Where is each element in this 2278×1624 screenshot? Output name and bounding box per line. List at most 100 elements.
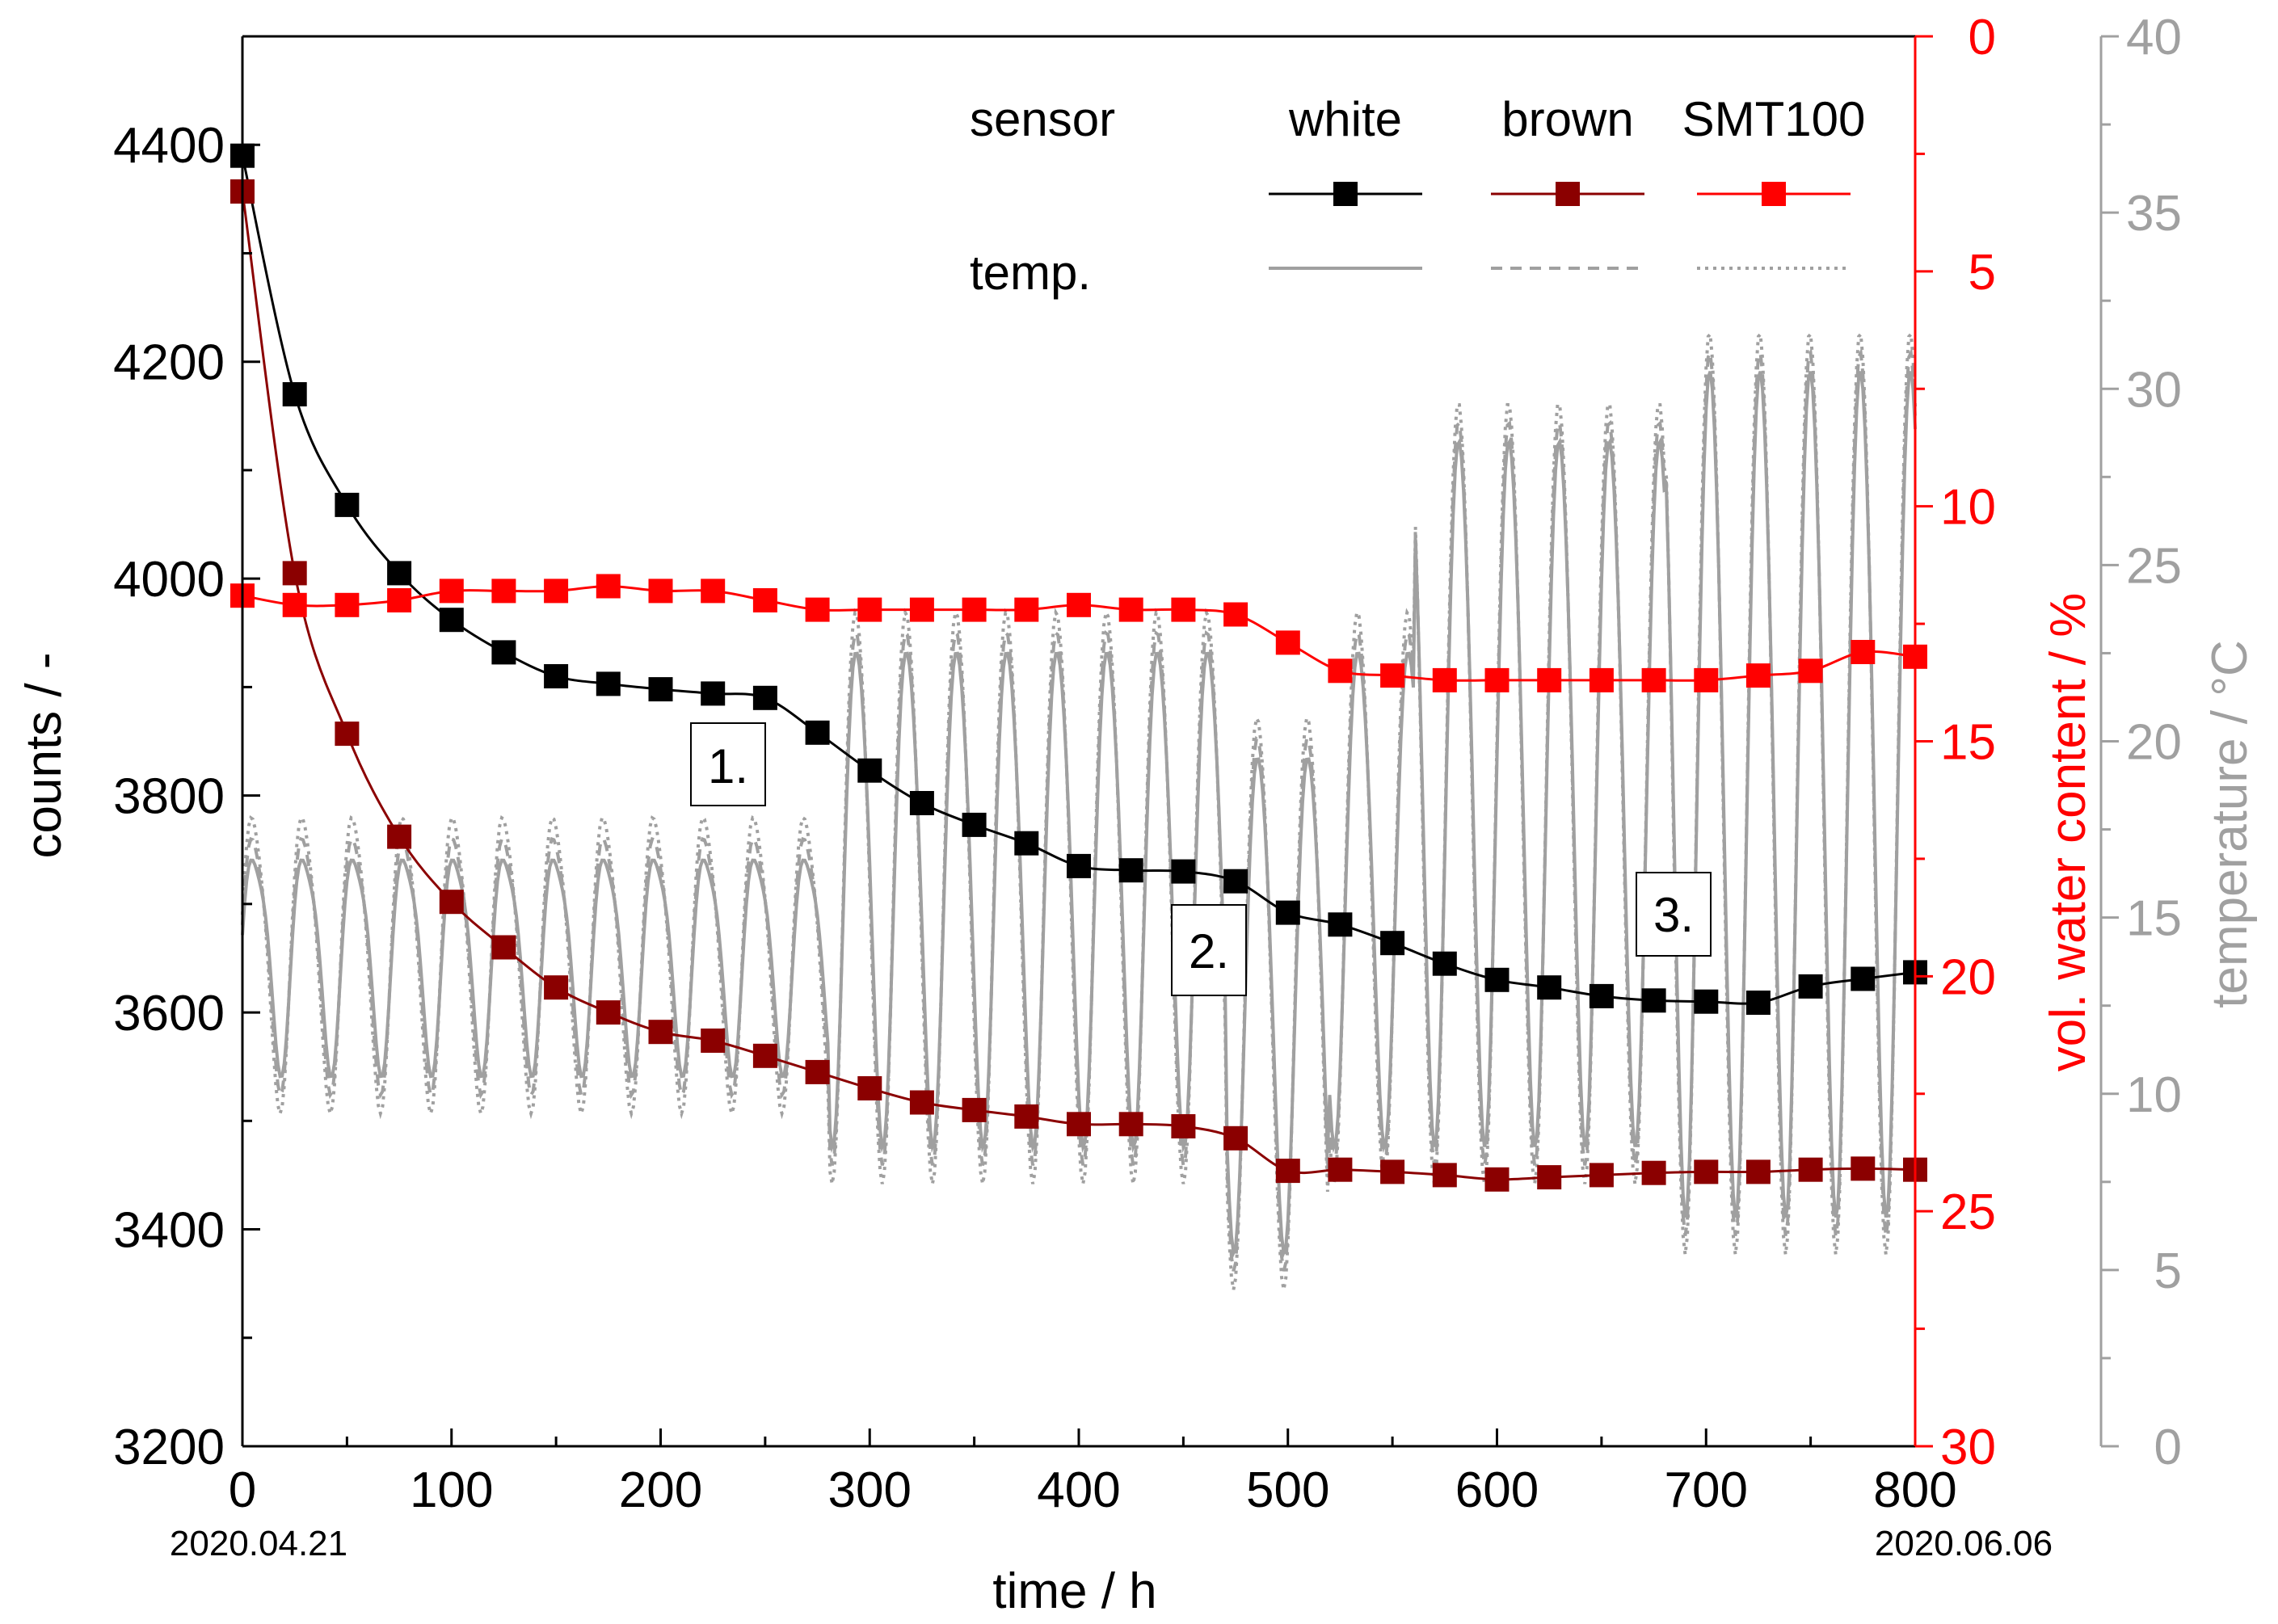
- point-smt100-425: [1118, 597, 1143, 622]
- point-white-700: [1694, 989, 1719, 1014]
- temp-tick-label-20: 20: [2126, 715, 2182, 771]
- point-brown-675: [1641, 1160, 1666, 1185]
- right-axis-temperature: 0 5 10 15 20 25 30 35 40: [2099, 10, 2182, 1475]
- point-smt100-25: [282, 592, 307, 617]
- water-tick-label-10: 10: [1940, 480, 1996, 536]
- point-white-750: [1798, 974, 1823, 999]
- y-water-axis-title: vol. water content / %: [2040, 593, 2096, 1072]
- water-tick-label-20: 20: [1940, 949, 1996, 1005]
- point-white-175: [596, 671, 621, 696]
- legend-brown-label: brown: [1501, 92, 1633, 146]
- y-left-tick-label-3200: 3200: [113, 1420, 225, 1475]
- x-tick-label-800: 800: [1873, 1462, 1956, 1518]
- point-white-500: [1275, 900, 1300, 925]
- point-brown-750: [1798, 1157, 1823, 1182]
- point-brown-350: [962, 1097, 987, 1122]
- point-brown-550: [1380, 1159, 1405, 1184]
- legend: sensor temp. white brown SMT100: [970, 92, 1865, 300]
- point-white-50: [335, 492, 360, 517]
- point-smt100-625: [1537, 667, 1562, 692]
- point-brown-625: [1537, 1165, 1562, 1190]
- point-white-300: [857, 758, 882, 783]
- point-brown-500: [1275, 1159, 1300, 1184]
- point-white-650: [1589, 983, 1614, 1008]
- point-brown-400: [1067, 1112, 1091, 1137]
- point-brown-450: [1171, 1114, 1196, 1138]
- point-smt100-325: [909, 597, 934, 622]
- y-left-tick-label-4000: 4000: [113, 552, 225, 608]
- legend-row-sensor-label: sensor: [970, 92, 1115, 146]
- point-white-200: [648, 677, 673, 702]
- point-smt100-275: [805, 597, 830, 622]
- point-brown-25: [282, 561, 307, 586]
- point-white-225: [701, 681, 726, 706]
- y-left-tick-label-3800: 3800: [113, 769, 225, 825]
- x-tick-label-700: 700: [1665, 1462, 1748, 1518]
- point-smt100-725: [1745, 663, 1771, 688]
- point-smt100-475: [1223, 602, 1248, 627]
- legend-white-label: white: [1288, 92, 1402, 146]
- annotation-3: 3.: [1636, 872, 1712, 957]
- water-tick-label-0: 0: [1969, 10, 1996, 65]
- annotation-3-text: 3.: [1653, 888, 1694, 942]
- y-left-tick-label-3600: 3600: [113, 986, 225, 1041]
- temp-tick-label-40: 40: [2126, 10, 2182, 65]
- point-brown-175: [596, 1000, 621, 1025]
- annotation-2-box: [1171, 904, 1247, 996]
- point-smt100-250: [752, 588, 777, 612]
- point-smt100-750: [1798, 658, 1823, 684]
- point-smt100-100: [439, 578, 464, 604]
- data-series: [230, 143, 1927, 1192]
- point-brown-200: [648, 1020, 673, 1045]
- point-smt100-50: [335, 592, 360, 617]
- temp-tick-label-35: 35: [2126, 186, 2182, 242]
- point-smt100-75: [387, 588, 412, 612]
- point-white-350: [962, 812, 987, 837]
- water-tick-label-15: 15: [1940, 715, 1996, 771]
- point-white-475: [1223, 869, 1248, 894]
- temperature-trace-smt100: [241, 330, 1917, 1290]
- temp-tick-label-25: 25: [2126, 538, 2182, 594]
- temperature-traces: [241, 330, 1917, 1290]
- legend-marker-smt100: [1762, 182, 1786, 206]
- legend-marker-white: [1333, 182, 1358, 206]
- point-smt100-700: [1694, 667, 1719, 692]
- point-smt100-600: [1484, 667, 1510, 692]
- point-brown-275: [805, 1059, 830, 1084]
- point-brown-475: [1223, 1125, 1248, 1151]
- annotation-1-text: 1.: [708, 739, 748, 793]
- y-left-axis-title: counts / -: [16, 653, 72, 859]
- point-white-150: [544, 664, 569, 688]
- point-smt100-675: [1641, 667, 1666, 692]
- point-smt100-550: [1380, 663, 1405, 688]
- x-start-date: 2020.04.21: [170, 1524, 347, 1563]
- x-tick-label-600: 600: [1455, 1462, 1539, 1518]
- temp-tick-label-5: 5: [2154, 1243, 2182, 1299]
- x-tick-label-300: 300: [828, 1462, 912, 1518]
- temp-tick-label-10: 10: [2126, 1067, 2182, 1123]
- point-smt100-175: [596, 574, 621, 599]
- point-brown-125: [491, 935, 516, 960]
- legend-smt100-label: SMT100: [1682, 92, 1866, 146]
- water-tick-label-5: 5: [1969, 245, 1996, 301]
- annotation-2: 2.: [1171, 904, 1247, 996]
- annotation-1: 1.: [690, 722, 766, 806]
- point-brown-425: [1118, 1112, 1143, 1137]
- point-brown-300: [857, 1076, 882, 1100]
- annotation-2-text: 2.: [1189, 924, 1229, 978]
- point-smt100-125: [491, 578, 516, 604]
- point-white-600: [1484, 967, 1510, 992]
- legend-row-temp-label: temp.: [970, 246, 1091, 300]
- point-white-725: [1745, 991, 1771, 1015]
- point-smt100-525: [1328, 658, 1353, 684]
- y-left-tick-label-3400: 3400: [113, 1203, 225, 1259]
- point-white-75: [387, 561, 412, 586]
- point-smt100-200: [648, 578, 673, 604]
- point-white-400: [1067, 853, 1091, 878]
- point-white-525: [1328, 912, 1353, 937]
- x-tick-label-200: 200: [619, 1462, 702, 1518]
- point-smt100-650: [1589, 667, 1614, 692]
- y-left-tick-label-4400: 4400: [113, 118, 225, 174]
